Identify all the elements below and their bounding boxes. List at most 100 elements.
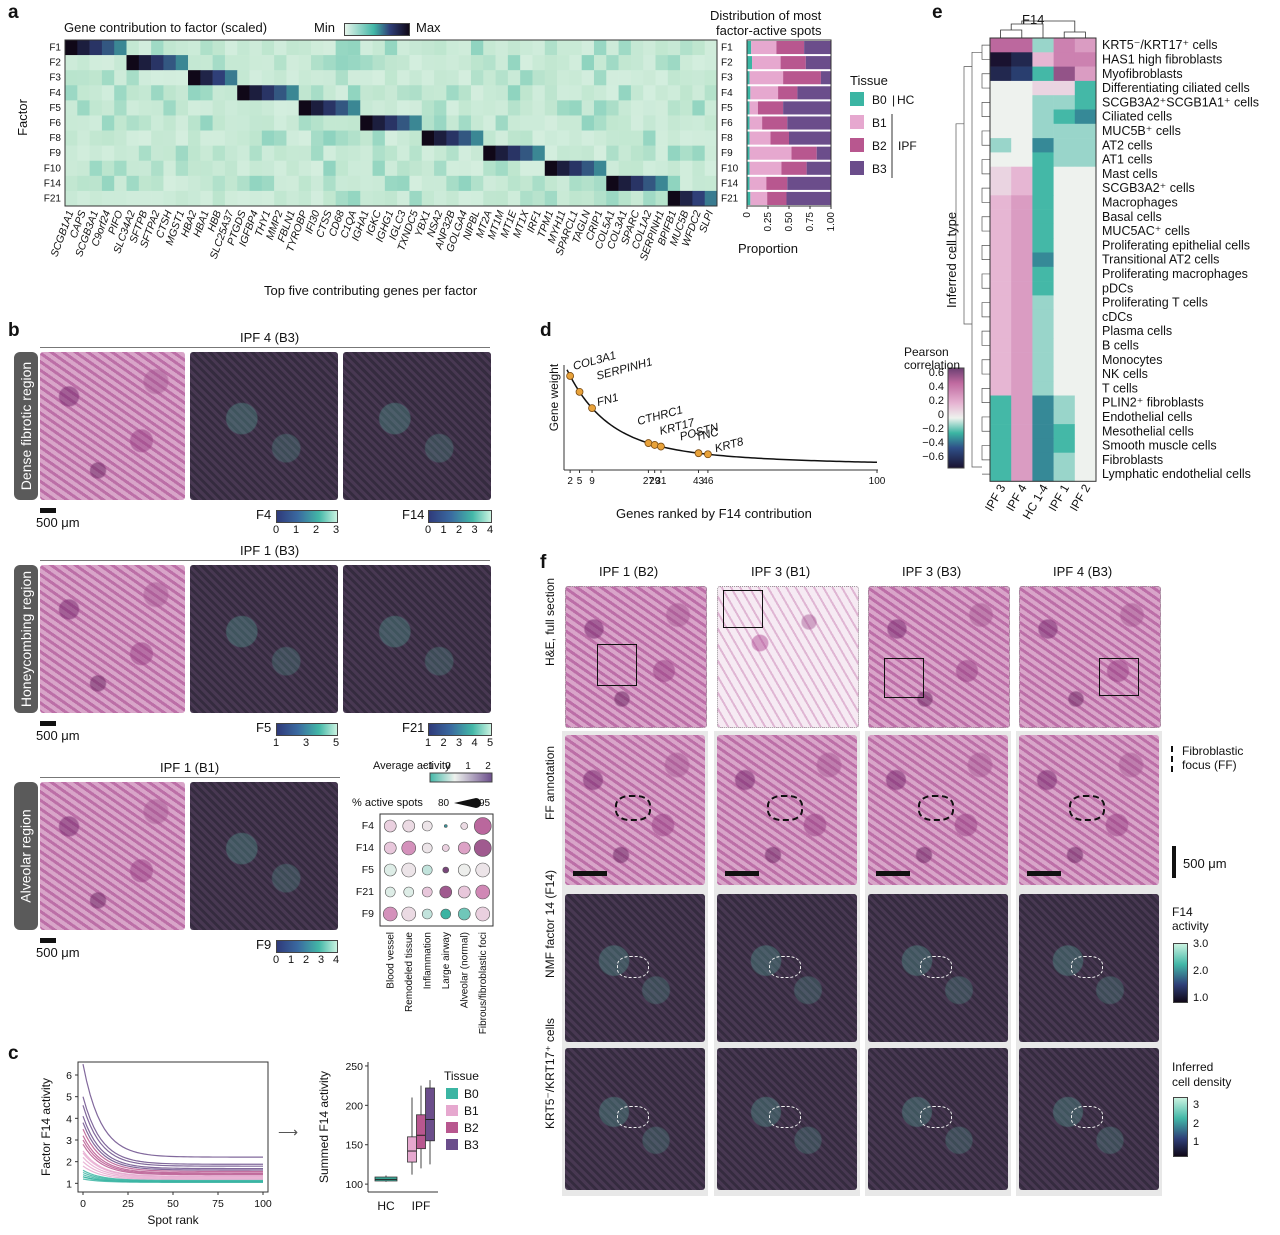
- f14-map-image: [565, 894, 705, 1042]
- avg-tick: 2: [485, 761, 491, 772]
- heat-cell: [434, 55, 447, 71]
- e-cell: [1053, 195, 1076, 210]
- heat-cell: [200, 70, 213, 86]
- heat-cell: [384, 130, 398, 146]
- heat-cell: [224, 100, 238, 116]
- heat-cell: [65, 175, 78, 192]
- heat-cell: [384, 40, 398, 56]
- e-cell: [1074, 181, 1097, 196]
- heat-cell: [643, 85, 656, 101]
- heat-cell: [200, 100, 213, 116]
- heat-cell: [483, 175, 496, 192]
- heat-cell: [347, 40, 361, 56]
- heat-cell: [274, 85, 287, 101]
- e-row-label: SCGB3A2⁺SCGB1A1⁺ cells: [1102, 95, 1259, 109]
- e-cell: [1053, 295, 1076, 310]
- e-cell: [1032, 381, 1054, 396]
- e-cell: [1032, 281, 1054, 296]
- e-cell: [1053, 238, 1076, 253]
- heat-cell: [692, 115, 705, 131]
- heat-cell: [188, 130, 201, 146]
- e-cbar-tick: 0.2: [929, 395, 944, 407]
- e-cell: [990, 238, 1012, 253]
- hc-label: HC: [897, 93, 915, 107]
- cbar-label-2: F21: [402, 720, 425, 735]
- heat-cell: [581, 115, 595, 131]
- heat-cell: [421, 175, 435, 192]
- heat-cell: [532, 190, 546, 207]
- factor-label-right: F6: [721, 118, 733, 129]
- dot: [457, 907, 471, 921]
- heat-cell: [384, 100, 398, 116]
- e-cell: [990, 324, 1012, 339]
- heat-cell: [151, 40, 164, 56]
- heat-cell: [544, 70, 558, 86]
- dot: [401, 840, 417, 856]
- heat-cell: [200, 190, 213, 207]
- e-cell: [990, 181, 1012, 196]
- factor-map-image: [190, 565, 338, 713]
- e-row-label: T cells: [1102, 381, 1138, 395]
- f14-tick-2: 1.0: [1193, 992, 1209, 1004]
- e-cell: [1011, 209, 1033, 225]
- heat-cell: [630, 70, 644, 86]
- dot: [382, 906, 398, 922]
- heat-cell: [569, 145, 582, 162]
- tissue-swatch: [850, 115, 864, 129]
- heat-cell: [520, 70, 533, 86]
- e-cell: [1011, 123, 1033, 139]
- heat-cell: [335, 40, 349, 56]
- heat-cell: [212, 160, 226, 177]
- heat-cell: [163, 175, 177, 192]
- e-cell: [1032, 95, 1054, 110]
- scale-label: 500 μm: [36, 728, 80, 743]
- heat-cell: [630, 100, 644, 116]
- e-row-label: Macrophages: [1102, 195, 1178, 209]
- heat-cell: [360, 85, 373, 101]
- d-xtick: 9: [589, 476, 595, 487]
- heat-cell: [655, 175, 669, 192]
- e-cell: [1074, 452, 1097, 468]
- heat-cell: [372, 130, 386, 146]
- dot: [401, 906, 417, 922]
- heat-cell: [372, 190, 386, 207]
- heat-cell: [163, 145, 177, 162]
- heat-cell: [200, 40, 213, 56]
- heat-cell: [434, 85, 447, 101]
- e-cell: [1074, 424, 1097, 439]
- panel-label-b: b: [8, 320, 20, 341]
- f14-tick-1: 2.0: [1193, 965, 1209, 977]
- heat-cell: [643, 145, 656, 162]
- heat-cell: [643, 175, 656, 192]
- e-row-label: Mesothelial cells: [1102, 424, 1194, 438]
- factor-label: F21: [44, 193, 62, 204]
- e-cell: [990, 223, 1012, 239]
- heat-cell: [311, 115, 324, 131]
- heat-cell: [593, 55, 607, 71]
- heat-cell: [323, 175, 336, 192]
- proportion-bar: [747, 161, 750, 175]
- heat-cell: [569, 85, 582, 101]
- e-cell: [990, 80, 1012, 96]
- heat-cell: [224, 145, 238, 162]
- heat-cell: [544, 40, 558, 56]
- heat-cell: [101, 175, 115, 192]
- heat-cell: [237, 130, 250, 146]
- e-cell: [990, 381, 1012, 396]
- heat-cell: [581, 160, 595, 177]
- factor-label-right: F21: [721, 193, 739, 204]
- c-tissue-swatch: [446, 1122, 458, 1133]
- heat-cell: [89, 100, 103, 116]
- e-cell: [990, 166, 1012, 182]
- e-cell: [1032, 109, 1054, 125]
- heat-cell: [360, 100, 373, 116]
- e-cell: [990, 424, 1012, 439]
- scale-max-label: Max: [416, 20, 441, 35]
- f14-map-image: [1019, 894, 1159, 1042]
- c-tissue-label: B0: [464, 1087, 479, 1101]
- heat-cell: [446, 190, 459, 207]
- factor-map-image: [190, 782, 338, 930]
- heat-cell: [581, 175, 595, 192]
- e-top-dendrogram: [1000, 20, 1086, 38]
- heat-cell: [495, 130, 509, 146]
